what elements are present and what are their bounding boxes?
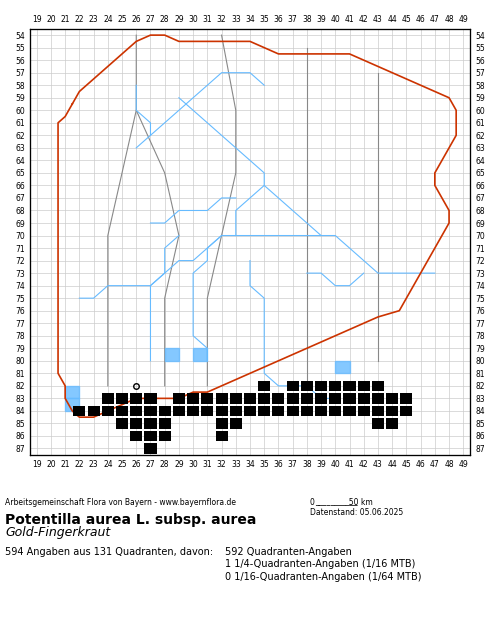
Text: 594 Angaben aus 131 Quadranten, davon:: 594 Angaben aus 131 Quadranten, davon: [5, 547, 213, 557]
Bar [244, 405, 256, 416]
Bar [116, 405, 128, 416]
Bar [102, 393, 114, 404]
Bar [116, 393, 128, 404]
Bar [272, 393, 284, 404]
Bar [372, 393, 384, 404]
Polygon shape [193, 348, 208, 361]
Bar [202, 405, 213, 416]
Bar [173, 393, 185, 404]
Bar [216, 405, 228, 416]
Text: Gold-Fingerkraut: Gold-Fingerkraut [5, 526, 110, 539]
Bar [330, 381, 342, 391]
Bar [144, 431, 156, 441]
Bar [386, 418, 398, 429]
Bar [372, 418, 384, 429]
Bar [372, 381, 384, 391]
Text: 0: 0 [310, 498, 315, 507]
Bar [301, 381, 313, 391]
Bar [130, 393, 142, 404]
Text: 0 1/16-Quadranten-Angaben (1/64 MTB): 0 1/16-Quadranten-Angaben (1/64 MTB) [225, 572, 422, 582]
Bar [144, 443, 156, 454]
Bar [244, 393, 256, 404]
Bar [102, 405, 114, 416]
Bar [301, 405, 313, 416]
Polygon shape [336, 361, 349, 373]
Bar [187, 405, 199, 416]
Bar [372, 405, 384, 416]
Text: Datenstand: 05.06.2025: Datenstand: 05.06.2025 [310, 508, 403, 516]
Polygon shape [65, 386, 80, 399]
Bar [158, 405, 170, 416]
Bar [230, 405, 242, 416]
Bar [202, 393, 213, 404]
Bar [386, 405, 398, 416]
Bar [216, 393, 228, 404]
Bar [315, 405, 327, 416]
Bar [344, 393, 355, 404]
Bar [144, 405, 156, 416]
Bar [315, 381, 327, 391]
Text: 592 Quadranten-Angaben: 592 Quadranten-Angaben [225, 547, 352, 557]
Bar [74, 405, 86, 416]
Text: Arbeitsgemeinschaft Flora von Bayern - www.bayernflora.de: Arbeitsgemeinschaft Flora von Bayern - w… [5, 498, 236, 507]
Bar [400, 405, 412, 416]
Polygon shape [65, 399, 80, 411]
Text: 50 km: 50 km [325, 498, 373, 507]
Bar [358, 405, 370, 416]
Bar [315, 393, 327, 404]
Bar [386, 393, 398, 404]
Bar [158, 431, 170, 441]
Bar [301, 393, 313, 404]
Text: Potentilla aurea L. subsp. aurea: Potentilla aurea L. subsp. aurea [5, 513, 256, 527]
Bar [272, 405, 284, 416]
Bar [144, 393, 156, 404]
Bar [216, 431, 228, 441]
Bar [358, 393, 370, 404]
Bar [344, 405, 355, 416]
Bar [144, 418, 156, 429]
Bar [216, 418, 228, 429]
Bar [258, 393, 270, 404]
Text: 1 1/4-Quadranten-Angaben (1/16 MTB): 1 1/4-Quadranten-Angaben (1/16 MTB) [225, 559, 416, 569]
Bar [88, 405, 100, 416]
Bar [344, 381, 355, 391]
Bar [286, 393, 298, 404]
Bar [258, 405, 270, 416]
Bar [130, 418, 142, 429]
Bar [130, 405, 142, 416]
Bar [258, 381, 270, 391]
Bar [130, 431, 142, 441]
Bar [116, 418, 128, 429]
Bar [286, 381, 298, 391]
Bar [158, 418, 170, 429]
Bar [187, 393, 199, 404]
Bar [358, 381, 370, 391]
Bar [173, 405, 185, 416]
Bar [230, 393, 242, 404]
Bar [330, 393, 342, 404]
Text: ___________: ___________ [315, 497, 358, 506]
Bar [286, 405, 298, 416]
Bar [400, 393, 412, 404]
Bar [230, 418, 242, 429]
Polygon shape [164, 348, 179, 361]
Bar [330, 405, 342, 416]
